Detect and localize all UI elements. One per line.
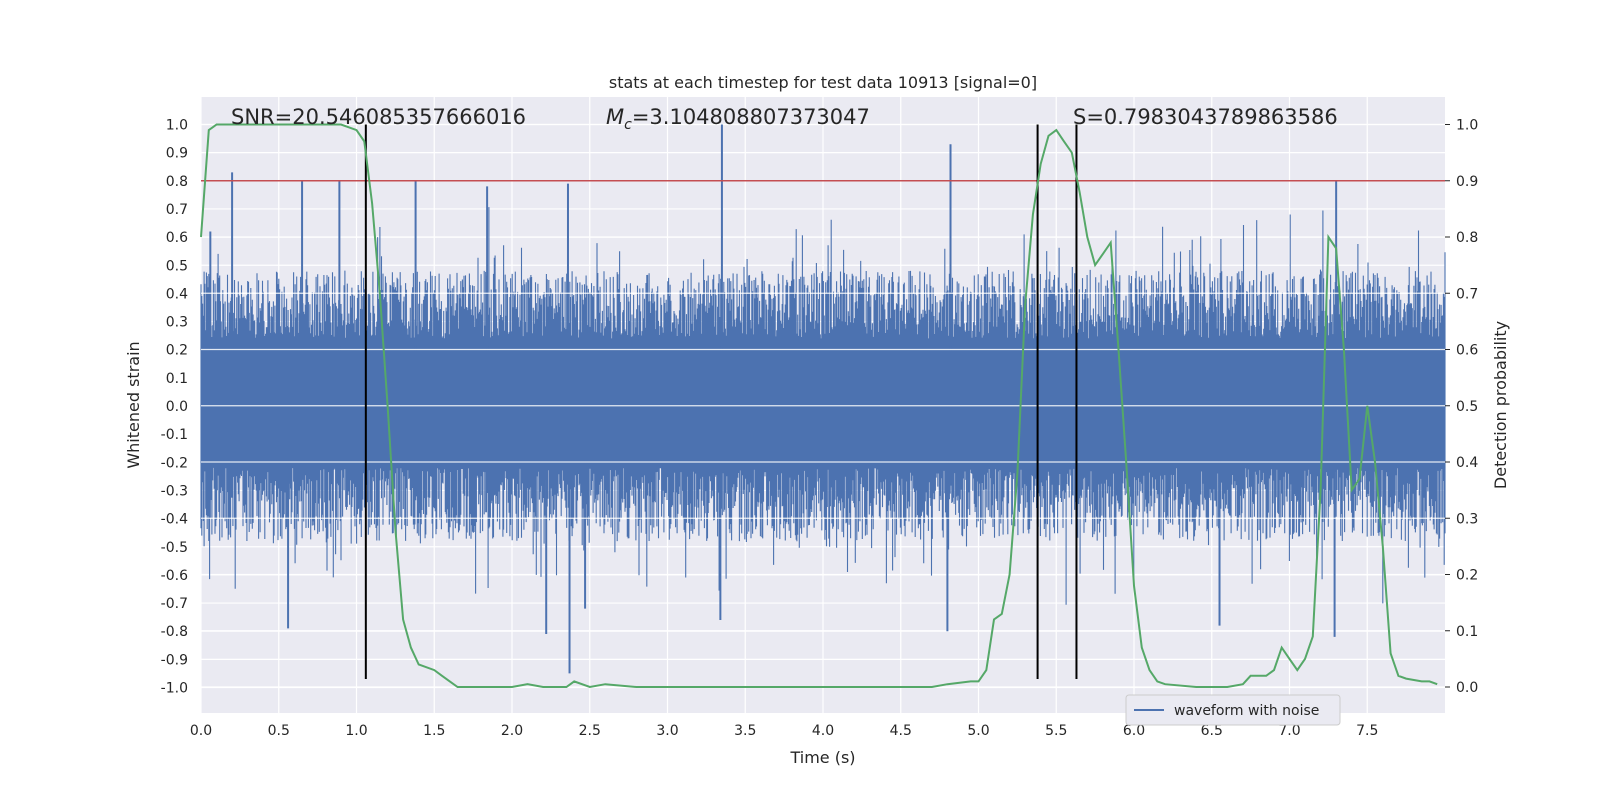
mc-subscript: c [624,117,632,133]
snr-annotation: SNR=20.546085357666016 [231,105,526,129]
x-tick-label: 0.5 [268,723,290,739]
legend: waveform with noise [1125,694,1341,726]
y-axis-ticks: 1.0 0.9 0.8 0.7 0.6 0.5 0.4 0.3 0.2 0.1 0.0 -0.1 -0.… [161,118,188,697]
y-tick-label: 0.8 [166,174,188,190]
y-tick-label: 0.3 [166,315,188,331]
x-tick-label: 1.5 [423,723,445,739]
strain-core [201,346,1445,463]
y2-tick-label: 0.9 [1456,174,1478,190]
y2-tick-label: 0.2 [1456,568,1478,584]
s-annotation: S=0.7983043789863586 [1073,105,1338,129]
y-tick-label: -1.0 [161,681,188,697]
x-tick-label: 7.0 [1278,723,1300,739]
x-tick-label: 3.0 [656,723,678,739]
x-tick-label: 2.0 [501,723,523,739]
y-tick-label: 0.2 [166,343,188,359]
x-tick-label: 0.0 [190,723,212,739]
probability-series [200,123,1438,689]
chart-title: stats at each timestep for test data 109… [609,73,1037,92]
y-tick-label: -0.3 [161,483,188,499]
x-tick-label: 7.5 [1356,723,1378,739]
x-tick-label: 5.0 [967,723,989,739]
x-axis-ticks: 0.0 0.5 1.0 1.5 2.0 2.5 3.0 3.5 4.0 4.5 5.0 5.5 6.0 6… [190,723,1379,739]
y-axis-label: Whitened strain [124,341,143,468]
y2-tick-label: 0.8 [1456,230,1478,246]
y-tick-label: -0.8 [161,624,188,640]
x-tick-label: 5.5 [1045,723,1067,739]
y2-tick-label: 0.6 [1456,343,1478,359]
y-tick-label: 1.0 [166,118,188,134]
y-tick-label: -0.1 [161,427,188,443]
mc-symbol: M [606,105,624,129]
y-tick-label: -0.5 [161,540,188,556]
x-tick-label: 4.5 [890,723,912,739]
y2-axis-ticks: 1.0 0.9 0.8 0.7 0.6 0.5 0.4 0.3 0.2 0.1 0.0 [1445,118,1478,696]
probability-line [200,123,1438,689]
y-tick-label: 0.6 [166,230,188,246]
y2-tick-label: 0.4 [1456,455,1478,471]
vertical-markers [364,124,1078,680]
x-tick-label: 2.5 [579,723,601,739]
x-tick-label: 3.5 [734,723,756,739]
y-tick-label: -0.9 [161,652,188,668]
y-tick-label: -0.6 [161,568,188,584]
y2-tick-label: 0.7 [1456,286,1478,302]
y-tick-label: 0.9 [166,146,188,162]
y2-tick-label: 0.0 [1456,680,1478,696]
x-tick-label: 6.0 [1123,723,1145,739]
y-tick-label: -0.4 [161,512,188,528]
y2-axis-label: Detection probability [1491,321,1510,489]
x-axis-label: Time (s) [789,748,855,767]
y-tick-label: 0.7 [166,202,188,218]
x-tick-label: 4.0 [812,723,834,739]
waveform-series [200,124,1446,674]
y-tick-label: 0.0 [166,399,188,415]
y2-tick-label: 0.1 [1456,624,1478,640]
y-tick-label: 0.5 [166,258,188,274]
mc-annotation: Mc=3.104808807373047 [606,105,870,133]
mc-value: =3.104808807373047 [632,105,870,129]
legend-box [1125,694,1341,726]
y-tick-label: 0.1 [166,371,188,387]
x-tick-label: 1.0 [345,723,367,739]
y2-tick-label: 1.0 [1456,118,1478,134]
y2-tick-label: 0.5 [1456,399,1478,415]
legend-label: waveform with noise [1174,703,1319,719]
y2-tick-label: 0.3 [1456,511,1478,527]
y-tick-label: -0.7 [161,596,188,612]
x-tick-label: 6.5 [1201,723,1223,739]
y-tick-label: -0.2 [161,455,188,471]
y-tick-label: 0.4 [166,286,188,302]
